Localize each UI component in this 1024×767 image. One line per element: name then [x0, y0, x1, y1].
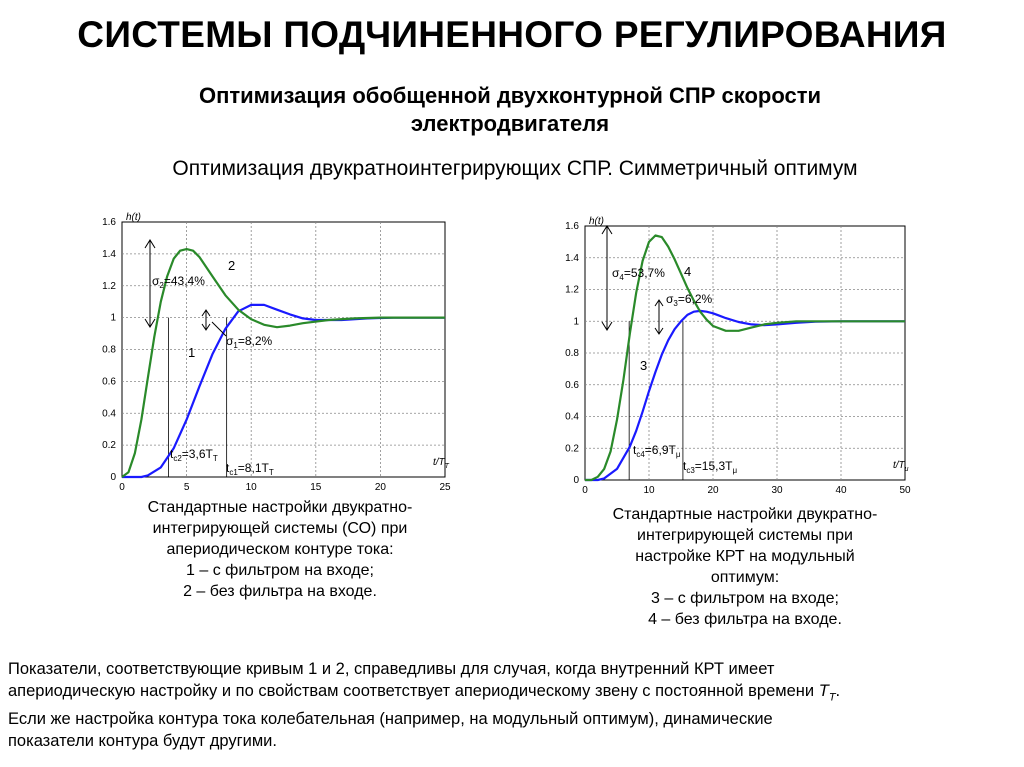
tc1-label: tc1=8,1TT: [226, 461, 274, 477]
y-tick-label: 1.6: [565, 221, 579, 232]
sigma1-label: σ1=8,2%: [226, 334, 273, 350]
y-tick-label: 0.6: [102, 376, 116, 387]
y-tick-label: 0: [573, 475, 579, 486]
x-tick-label: 25: [439, 482, 451, 493]
x-axis-label-sub: T: [445, 463, 450, 470]
chart-left-plot: 0 5 10 15 20 25 0 0.2 0.4 0.6 0.8 1 1.2 1.4 1.6 h(t) t/T…: [102, 212, 451, 493]
x-tick-label: 20: [375, 482, 387, 493]
curve-2-label: 2: [228, 258, 235, 273]
x-tick-label: 30: [771, 485, 783, 496]
caption-right-line: интегрирующей системы при: [637, 527, 853, 544]
footnote: Показатели, соответствующие кривым 1 и 2…: [8, 658, 1020, 752]
caption-right: Стандартные настройки двукратно- интегри…: [555, 504, 935, 630]
sigma4-label: σ4=53,7%: [612, 266, 665, 282]
subtitle: Оптимизация обобщенной двухконтурной СПР…: [70, 82, 950, 138]
x-tick-label: 40: [835, 485, 847, 496]
x-axis-label: t/TT: [433, 457, 450, 470]
plot-frame: [121, 221, 446, 478]
caption-right-line: 3 – с фильтром на входе;: [651, 590, 839, 607]
subtitle-line-2: электродвигателя: [410, 111, 610, 136]
chart-right-plot: 0 10 20 30 40 50 0 0.2 0.4 0.6 0.8 1 1.2 1.4 1.6 h(t) t/…: [565, 216, 911, 496]
series-4-line: [585, 234, 905, 482]
y-tick-label: 0: [110, 472, 116, 483]
sigma2-marker: [144, 239, 156, 328]
caption-left-line: 1 – с фильтром на входе;: [186, 562, 374, 579]
x-tick-label: 10: [246, 482, 258, 493]
y-tick-label: 1: [110, 313, 116, 324]
x-tick-label: 10: [643, 485, 655, 496]
caption-left-line: Стандартные настройки двукратно-: [147, 499, 413, 516]
sigma3-marker: [654, 299, 664, 335]
y-axis-label: h(t): [589, 216, 604, 227]
y-tick-label: 0.2: [102, 440, 116, 451]
series-3-line: [585, 309, 905, 482]
tc2-label: tc2=3,6TT: [170, 447, 218, 463]
x-tick-label: 5: [184, 482, 190, 493]
y-tick-label: 0.6: [565, 380, 579, 391]
series-2-line: [121, 248, 445, 478]
curve-4-label: 4: [684, 264, 691, 279]
x-tick-label: 0: [119, 482, 125, 493]
subtitle-line-1: Оптимизация обобщенной двухконтурной СПР…: [198, 83, 822, 108]
footnote-line-1: Показатели, соответствующие кривым 1 и 2…: [8, 660, 775, 678]
y-tick-label: 1.2: [565, 285, 579, 296]
footnote-line-3: Если же настройка контура тока колебател…: [8, 710, 773, 729]
sigma4-marker: [601, 225, 613, 331]
caption-left-line: 2 – без фильтра на входе.: [183, 583, 377, 600]
caption-left-line: апериодическом контуре тока:: [166, 541, 394, 558]
y-tick-label: 1.4: [565, 253, 579, 264]
y-axis-label: h(t): [126, 212, 141, 223]
y-tick-label: 0.8: [565, 348, 579, 359]
y-tick-label: 1.2: [102, 281, 116, 292]
series-1-line: [122, 303, 445, 479]
footnote-line-4: показатели контура будут другими.: [8, 732, 277, 751]
y-tick-label: 0.4: [102, 408, 116, 419]
plot-frame: [584, 225, 906, 481]
caption-left: Стандартные настройки двукратно- интегри…: [100, 497, 460, 602]
curve-3-label: 3: [640, 358, 647, 373]
caption-right-line: настройке КРТ на модульный: [635, 548, 855, 565]
x-axis-label-sub: μ: [904, 466, 909, 473]
sigma1-marker: [201, 309, 227, 337]
y-tick-label: 0.2: [565, 443, 579, 454]
y-tick-label: 1.4: [102, 249, 116, 260]
sigma2-label: σ2=43,4%: [152, 274, 205, 290]
y-tick-label: 0.8: [102, 345, 116, 356]
y-tick-label: 1.6: [102, 217, 116, 228]
caption-left-line: интегрирующей системы (СО) при: [152, 520, 408, 537]
slide-title: СИСТЕМЫ ПОДЧИНЕННОГО РЕГУЛИРОВАНИЯ: [77, 14, 947, 55]
footnote-line-2: апериодическую настройку и по свойствам …: [8, 682, 841, 704]
caption-right-line: Стандартные настройки двукратно-: [612, 506, 878, 523]
x-axis-label: t/Tμ: [893, 460, 909, 473]
tc3-label: tc3=15,3Tμ: [683, 459, 738, 475]
caption-right-line: 4 – без фильтра на входе.: [648, 611, 842, 628]
x-tick-label: 15: [310, 482, 322, 493]
y-tick-label: 0.4: [565, 412, 579, 423]
sigma3-label: σ3=6,2%: [666, 292, 713, 308]
x-tick-label: 50: [899, 485, 911, 496]
x-tick-label: 20: [707, 485, 719, 496]
caption-right-line: оптимум:: [710, 569, 780, 586]
curve-1-label: 1: [188, 345, 195, 360]
y-tick-label: 1: [573, 316, 579, 327]
x-tick-label: 0: [582, 485, 588, 496]
tc4-label: tc4=6,9Tμ: [633, 443, 681, 459]
section-heading: Оптимизация двукратноинтегрирующих СПР. …: [172, 157, 858, 180]
